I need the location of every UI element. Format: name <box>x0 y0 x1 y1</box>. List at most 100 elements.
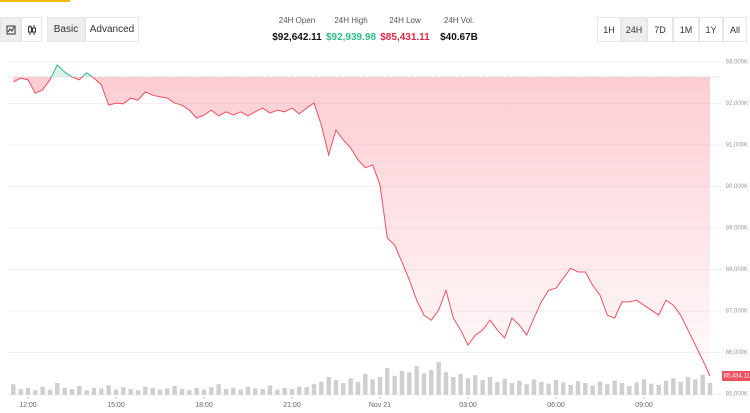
y-tick-label: 87,000K <box>726 309 748 315</box>
volume-bar <box>385 368 390 395</box>
volume-bar <box>172 386 177 395</box>
y-tick-label: 92,000K <box>726 101 748 107</box>
volume-bar <box>414 366 419 395</box>
volume-bar <box>546 383 551 395</box>
volume-bar <box>671 378 676 395</box>
volume-bar <box>267 385 273 395</box>
y-tick-label: 86,000K <box>726 350 748 356</box>
x-tick-label: 12:00 <box>19 402 37 409</box>
volume-bar <box>289 389 295 395</box>
timeframe-button[interactable]: 1H <box>597 17 621 42</box>
y-tick-label: 93,000K <box>726 60 748 66</box>
volume-bar <box>685 377 691 395</box>
volume-bar <box>282 387 287 395</box>
x-tick-label: 21:00 <box>283 402 301 409</box>
volume-bar <box>370 379 375 395</box>
chart-type-candle-button[interactable] <box>21 17 42 42</box>
volume-bar <box>77 386 82 395</box>
volume-bar <box>33 390 38 395</box>
timeframe-button[interactable]: 7D <box>647 17 673 42</box>
timeframe-button[interactable]: 1Y <box>699 17 723 42</box>
volume-bar <box>231 387 236 395</box>
volume-bar <box>612 380 617 395</box>
last-price-label: 85,434.11 <box>724 374 750 380</box>
volume-bar <box>128 389 133 395</box>
volume-bar <box>47 389 53 395</box>
volume-bar <box>597 381 603 395</box>
y-tick-label: 89,000K <box>726 226 748 232</box>
y-tick-label: 91,000K <box>726 143 748 149</box>
chart-type-line-button[interactable] <box>0 17 21 42</box>
stat-label: 24H Low <box>389 16 421 25</box>
volume-bar <box>693 379 698 395</box>
timeframe-button[interactable]: 24H <box>621 17 647 42</box>
x-tick-label: 18:00 <box>195 402 213 409</box>
volume-bar <box>583 383 588 395</box>
volume-bar <box>135 390 141 395</box>
volume-bar <box>649 383 654 395</box>
stat: 24H Open $92,642.11 <box>262 16 332 43</box>
x-tick-label: 06:00 <box>547 402 565 409</box>
stat: 24H Low $85,431.11 <box>370 16 440 43</box>
volume-bar <box>495 381 500 395</box>
volume-bar <box>223 389 229 395</box>
volume-bar <box>363 374 368 395</box>
volume-bar <box>150 387 155 395</box>
volume-bar <box>399 371 405 395</box>
volume-bar <box>663 380 669 395</box>
area-down <box>13 76 710 376</box>
volume-bar <box>194 387 199 395</box>
candle-icon <box>27 24 36 35</box>
volume-bar <box>656 384 661 395</box>
y-tick-label: 85,000K <box>726 392 748 398</box>
volume-bar <box>91 387 97 395</box>
volume-bar <box>55 383 60 395</box>
volume-bar <box>260 389 265 395</box>
volume-bar <box>539 381 544 395</box>
volume-bar <box>421 373 427 395</box>
volume-bar <box>245 386 251 395</box>
volume-bar <box>40 386 45 395</box>
x-tick-label: 09:00 <box>635 402 653 409</box>
stat-label: 24H High <box>334 16 368 25</box>
volume-bar <box>590 385 595 395</box>
volume-bar <box>561 382 566 395</box>
volume-bar <box>311 384 317 395</box>
volume-bar <box>355 381 361 395</box>
volume-bar <box>99 388 104 395</box>
stat: 24H Vol. $40.67B <box>424 16 494 43</box>
mode-button[interactable]: Basic <box>47 17 85 42</box>
volume-bar <box>253 388 258 395</box>
volume-bar <box>179 389 185 395</box>
volume-bar <box>341 383 346 395</box>
x-tick-label: 03:00 <box>459 402 477 409</box>
volume-bar <box>187 390 192 395</box>
y-tick-label: 88,000K <box>726 267 748 273</box>
volume-bar <box>524 384 529 395</box>
timeframe-button[interactable]: 1M <box>673 17 699 42</box>
volume-bar <box>502 378 507 395</box>
volume-bar <box>319 381 324 395</box>
volume-bar <box>84 390 89 395</box>
volume-bar <box>458 374 463 395</box>
volume-bar <box>517 380 522 395</box>
mode-button[interactable]: Advanced <box>85 17 139 42</box>
volume-bar <box>157 389 163 395</box>
volume-bar <box>451 377 456 395</box>
y-tick-label: 90,000K <box>726 184 748 190</box>
x-tick-label: Nov 21 <box>369 402 391 409</box>
volume-bar <box>209 387 214 395</box>
volume-bar <box>326 377 331 395</box>
volume-bar <box>605 384 610 395</box>
volume-bar <box>216 384 221 395</box>
volume-bar <box>143 386 148 395</box>
stat-label: 24H Vol. <box>443 16 475 25</box>
volume-bar <box>443 372 449 395</box>
volume-bar <box>106 385 111 395</box>
timeframe-button[interactable]: All <box>723 17 747 42</box>
volume-bar <box>473 375 478 395</box>
volume-bar <box>69 389 75 395</box>
volume-bar <box>509 383 515 395</box>
volume-bar <box>641 379 647 395</box>
